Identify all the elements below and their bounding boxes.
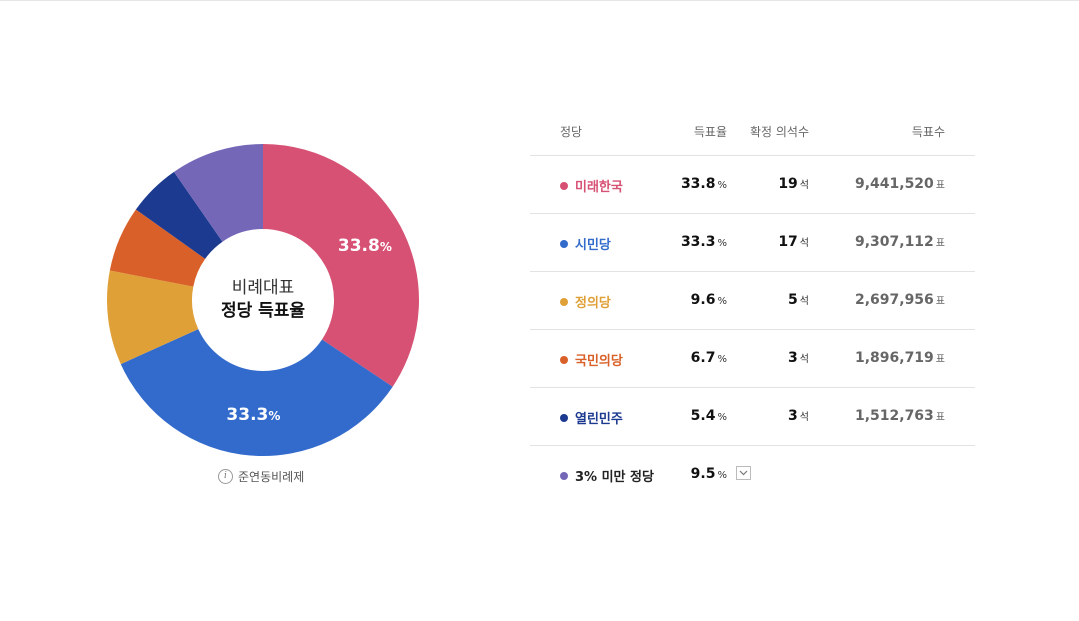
votes-cell: 1,512,763 표 <box>855 408 945 424</box>
votes-value: 2,697,956 <box>854 292 934 308</box>
rate-unit: % <box>717 296 727 307</box>
seats-unit: 석 <box>799 354 809 365</box>
system-note[interactable]: i 준연동비례제 <box>218 468 304 485</box>
rate-value: 5.4 <box>690 408 716 424</box>
seats-value: 17 <box>778 234 798 250</box>
votes-cell: 9,307,112 표 <box>855 234 945 250</box>
votes-value: 9,307,112 <box>854 234 934 250</box>
header-rate: 득표율 <box>693 125 727 139</box>
votes-unit: 표 <box>935 296 945 307</box>
party-results-table: 정당 득표율 확정 의석수 득표수 미래한국 33.8% 19 석 9,441,520 표… <box>530 113 975 503</box>
party-cell: 열린민주 <box>560 408 623 427</box>
seats-cell: 19 석 <box>778 176 809 192</box>
info-icon[interactable]: i <box>218 469 233 484</box>
donut-slice-3[interactable] <box>106 270 199 365</box>
rate-value: 9.6 <box>690 292 716 308</box>
donut-slice-6[interactable] <box>173 144 263 242</box>
rate-cell: 9.5% <box>691 466 727 482</box>
party-cell: 시민당 <box>560 234 611 253</box>
seats-unit: 석 <box>799 180 809 191</box>
party-cell: 미래한국 <box>560 176 623 195</box>
votes-cell: 1,896,719 표 <box>855 350 945 366</box>
slice-label-2: 33.3% <box>226 405 280 425</box>
seats-value: 3 <box>788 350 798 366</box>
table-body: 미래한국 33.8% 19 석 9,441,520 표 시민당 33.3% 17 석 9,307,1… <box>530 156 975 446</box>
votes-cell: 9,441,520 표 <box>855 176 945 192</box>
header-party: 정당 <box>560 125 583 139</box>
header-seats: 확정 의석수 <box>749 125 809 139</box>
rate-value: 9.5 <box>690 466 716 482</box>
seats-value: 19 <box>778 176 798 192</box>
header-votes: 득표수 <box>911 125 945 139</box>
votes-cell: 2,697,956 표 <box>855 292 945 308</box>
party-color-dot <box>560 239 568 248</box>
rate-value: 6.7 <box>690 350 716 366</box>
seats-unit: 석 <box>799 412 809 423</box>
rate-cell: 6.7% <box>691 350 727 366</box>
rate-cell: 33.8% <box>681 176 727 192</box>
expand-others-button[interactable] <box>736 466 751 480</box>
donut-slice-1[interactable] <box>263 144 420 387</box>
donut-svg <box>106 144 420 456</box>
seats-value: 3 <box>788 408 798 424</box>
slice-label-unit: % <box>268 409 281 424</box>
party-name: 정의당 <box>575 296 611 311</box>
rate-unit: % <box>717 412 727 423</box>
rate-unit: % <box>717 354 727 365</box>
rate-value: 33.8 <box>680 176 716 192</box>
party-name: 미래한국 <box>575 180 623 195</box>
votes-unit: 표 <box>935 238 945 249</box>
slice-label-value: 33.3 <box>226 405 269 426</box>
table-row: 미래한국 33.8% 19 석 9,441,520 표 <box>530 156 975 214</box>
slice-label-value: 33.8 <box>337 235 380 256</box>
table-row: 열린민주 5.4% 3 석 1,512,763 표 <box>530 388 975 446</box>
seats-unit: 석 <box>799 296 809 307</box>
rate-cell: 9.6% <box>691 292 727 308</box>
party-name: 국민의당 <box>575 354 623 369</box>
votes-value: 1,512,763 <box>854 408 934 424</box>
seats-unit: 석 <box>799 238 809 249</box>
party-cell: 국민의당 <box>560 350 623 369</box>
party-cell: 정의당 <box>560 292 611 311</box>
votes-value: 1,896,719 <box>854 350 934 366</box>
seats-value: 5 <box>788 292 798 308</box>
table-header: 정당 득표율 확정 의석수 득표수 <box>530 113 975 156</box>
donut-slice-4[interactable] <box>109 209 206 287</box>
table-row-others: 3% 미만 정당 9.5% <box>530 446 975 503</box>
rate-unit: % <box>717 180 727 191</box>
slice-label-1: 33.8% <box>338 236 392 256</box>
donut-slice-2[interactable] <box>120 329 393 456</box>
donut-slice-5[interactable] <box>135 171 223 259</box>
table-row: 시민당 33.3% 17 석 9,307,112 표 <box>530 214 975 272</box>
party-color-dot <box>560 413 568 422</box>
party-color-dot <box>560 471 568 480</box>
rate-unit: % <box>717 470 727 481</box>
table-row: 정의당 9.6% 5 석 2,697,956 표 <box>530 272 975 330</box>
system-note-text: 준연동비례제 <box>238 470 305 484</box>
votes-value: 9,441,520 <box>854 176 934 192</box>
vote-share-donut-chart: 비례대표 정당 득표율 33.8% 33.3% <box>96 133 430 467</box>
votes-unit: 표 <box>935 354 945 365</box>
table-row: 국민의당 6.7% 3 석 1,896,719 표 <box>530 330 975 388</box>
rate-cell: 5.4% <box>691 408 727 424</box>
seats-cell: 17 석 <box>778 234 809 250</box>
party-cell: 3% 미만 정당 <box>560 466 654 485</box>
rate-unit: % <box>717 238 727 249</box>
party-name: 열린민주 <box>575 412 623 427</box>
slice-label-unit: % <box>379 239 392 254</box>
party-color-dot <box>560 355 568 364</box>
chevron-down-icon <box>739 470 748 476</box>
votes-unit: 표 <box>935 412 945 423</box>
rate-value: 33.3 <box>680 234 716 250</box>
party-color-dot <box>560 297 568 306</box>
party-name: 3% 미만 정당 <box>575 470 654 485</box>
party-name: 시민당 <box>575 238 611 253</box>
party-color-dot <box>560 181 568 190</box>
rate-cell: 33.3% <box>681 234 727 250</box>
votes-unit: 표 <box>935 180 945 191</box>
